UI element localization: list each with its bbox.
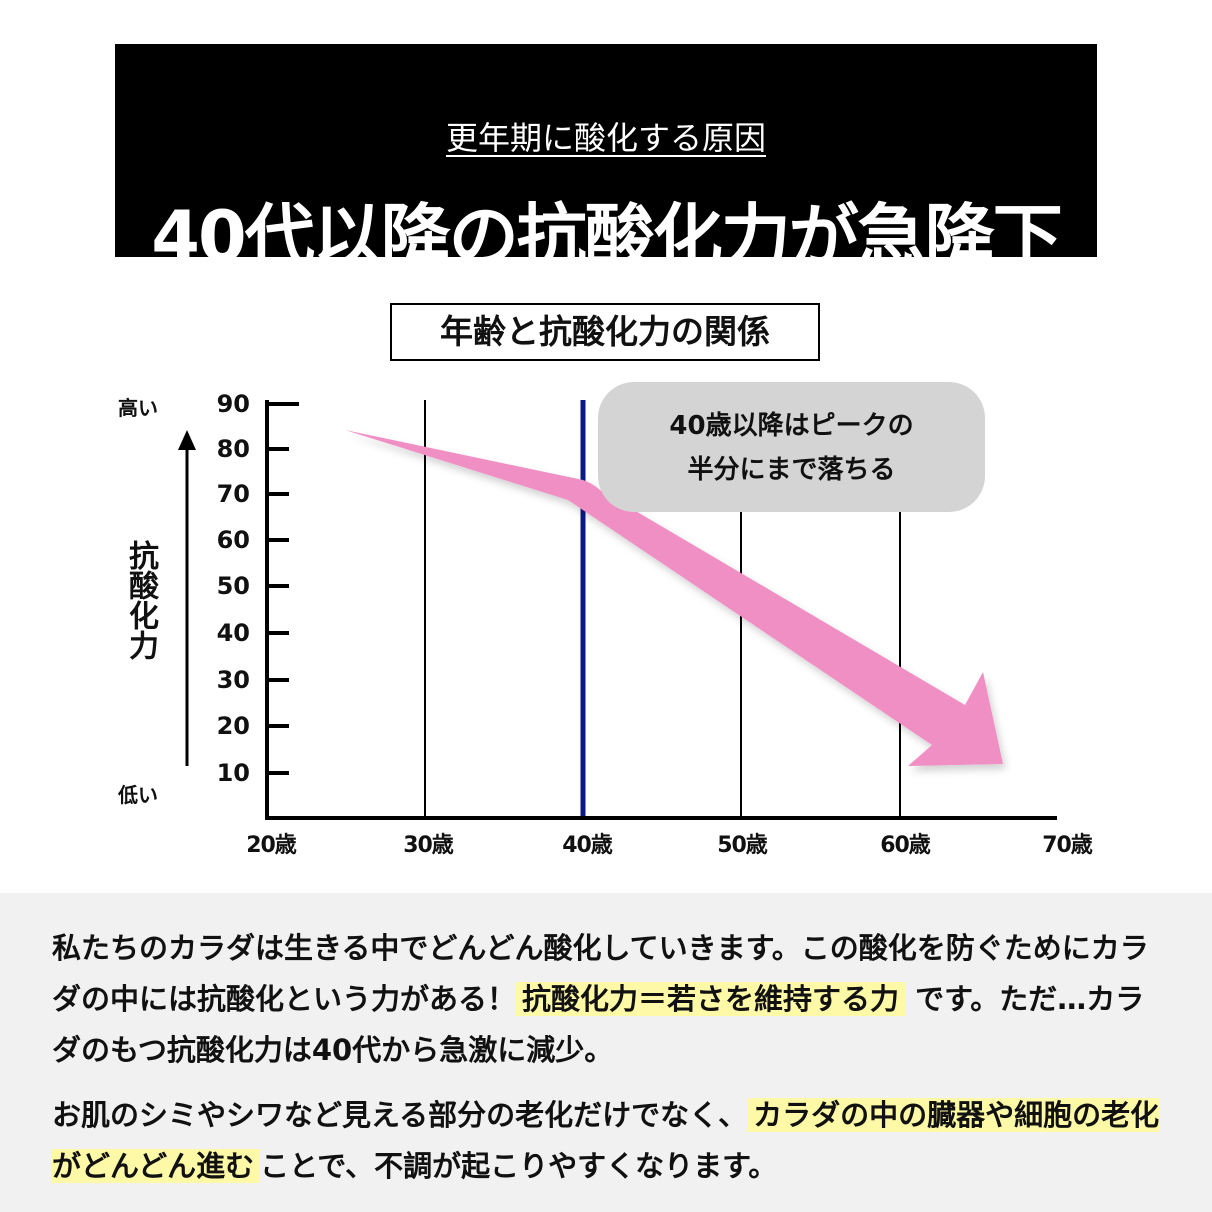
paragraph-2-text: お肌のシミやシワなど見える部分の老化だけでなく、: [52, 1098, 748, 1132]
y-up-arrow-head: [178, 430, 196, 450]
y-low-label: 低い: [118, 783, 158, 807]
y-tick-label: 60: [216, 526, 250, 554]
callout-line-1: 40歳以降はピークの: [669, 411, 914, 441]
y-ticks: [267, 402, 299, 775]
paragraph-1-text: 私たちのカラダは生きる中でどんどん酸化していきます。この酸化を防ぐためにカラダの…: [52, 931, 1149, 1016]
y-tick-label: 70: [216, 480, 250, 508]
header-title: 40代以降の抗酸化力が急降下: [151, 196, 1062, 278]
chart-title: 年齢と抗酸化力の関係: [390, 303, 820, 361]
trend-arrow: [345, 430, 1003, 766]
paragraph-2-text-2: ことで、不調が起こりやすくなります。: [260, 1149, 778, 1183]
header-subtitle: 更年期に酸化する原因: [445, 119, 766, 157]
header-banner: 更年期に酸化する原因 40代以降の抗酸化力が急降下: [115, 44, 1097, 278]
x-tick-label: 20歳: [246, 833, 297, 858]
y-tick-label: 20: [216, 712, 250, 740]
y-tick-label: 80: [216, 435, 250, 463]
callout-line-2: 半分にまで落ちる: [687, 455, 896, 485]
x-tick-label: 50歳: [717, 833, 768, 858]
paragraph-2: お肌のシミやシワなど見える部分の老化だけでなく、 カラダの中の臓器や細胞の老化がど…: [52, 1090, 1162, 1192]
callout-bubble: 40歳以降はピークの 半分にまで落ちる: [598, 382, 985, 512]
y-tick-label: 90: [216, 390, 250, 418]
y-axis-title: 抗酸化力: [123, 540, 158, 660]
paragraph-1-text-2: です。ただ…カラダのもつ抗酸化力は40代から急激に減少。: [52, 982, 1145, 1067]
highlight-antioxidant: 抗酸化力＝若さを維持する力: [516, 982, 906, 1016]
y-tick-label: 10: [216, 759, 250, 787]
x-tick-label: 40歳: [562, 833, 613, 858]
x-tick-label: 60歳: [880, 833, 931, 858]
y-tick-label: 50: [216, 572, 250, 600]
y-high-label: 高い: [118, 396, 158, 420]
paragraph-1: 私たちのカラダは生きる中でどんどん酸化していきます。この酸化を防ぐためにカラダの…: [52, 923, 1162, 1076]
y-tick-label: 40: [216, 619, 250, 647]
y-tick-label: 30: [216, 666, 250, 694]
x-tick-label: 30歳: [403, 833, 454, 858]
x-tick-label: 70歳: [1042, 833, 1093, 858]
